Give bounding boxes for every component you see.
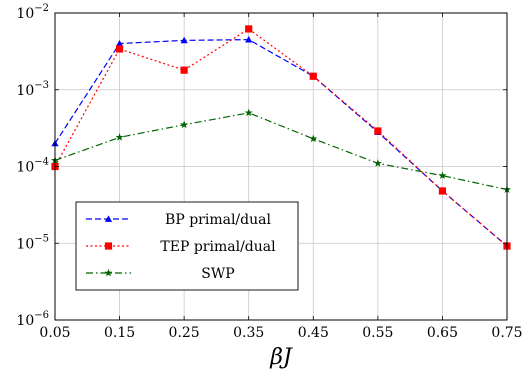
data-point (115, 133, 124, 141)
x-tick-label: 0.55 (362, 325, 393, 341)
data-point (115, 45, 124, 53)
x-tick-label: 0.75 (491, 325, 522, 341)
x-tick-label: 0.15 (104, 325, 135, 341)
data-point (180, 120, 189, 129)
legend-entry: TEP primal/dual (86, 239, 276, 255)
data-point (115, 39, 124, 47)
data-point (245, 25, 253, 33)
y-tick-label: 10−5 (16, 233, 49, 252)
x-tick-label: 0.45 (298, 325, 329, 341)
x-tick-label: 0.25 (169, 325, 200, 341)
x-tick-label: 0.35 (233, 325, 264, 341)
legend-label: TEP primal/dual (160, 239, 276, 255)
legend: BP primal/dual TEP primal/dual SWP (75, 201, 299, 291)
y-tick-label: 10−6 (16, 310, 49, 329)
data-point (244, 108, 253, 117)
series-line (54, 39, 508, 247)
y-tick-label: 10−4 (16, 157, 49, 176)
data-point (180, 36, 188, 44)
data-point (180, 66, 188, 74)
legend-marker (104, 242, 113, 250)
x-tick-label: 0.05 (39, 325, 70, 341)
data-point (245, 36, 253, 43)
data-point (309, 134, 318, 143)
x-axis-label: βJ (269, 345, 293, 370)
y-tick-label: 10−2 (16, 3, 49, 22)
legend-entry: SWP (86, 266, 235, 282)
legend-marker (104, 215, 113, 222)
legend-label: BP primal/dual (165, 212, 271, 228)
y-tick-label: 10−3 (16, 80, 49, 99)
legend-label: SWP (201, 266, 234, 282)
series-line (54, 112, 508, 191)
series-line (54, 28, 508, 247)
series-3 (51, 108, 511, 193)
data-point (373, 159, 382, 167)
data-point (438, 187, 447, 195)
legend-marker (104, 268, 113, 277)
legend-entry: BP primal/dual (86, 212, 271, 228)
data-point (374, 127, 382, 135)
x-tick-label: 0.65 (427, 325, 458, 341)
data-point (309, 72, 317, 80)
data-point (438, 171, 447, 180)
ticks: 0.05 0.15 0.25 0.35 0.45 0.55 0.65 0.75 10−6 10−5… (16, 3, 522, 341)
